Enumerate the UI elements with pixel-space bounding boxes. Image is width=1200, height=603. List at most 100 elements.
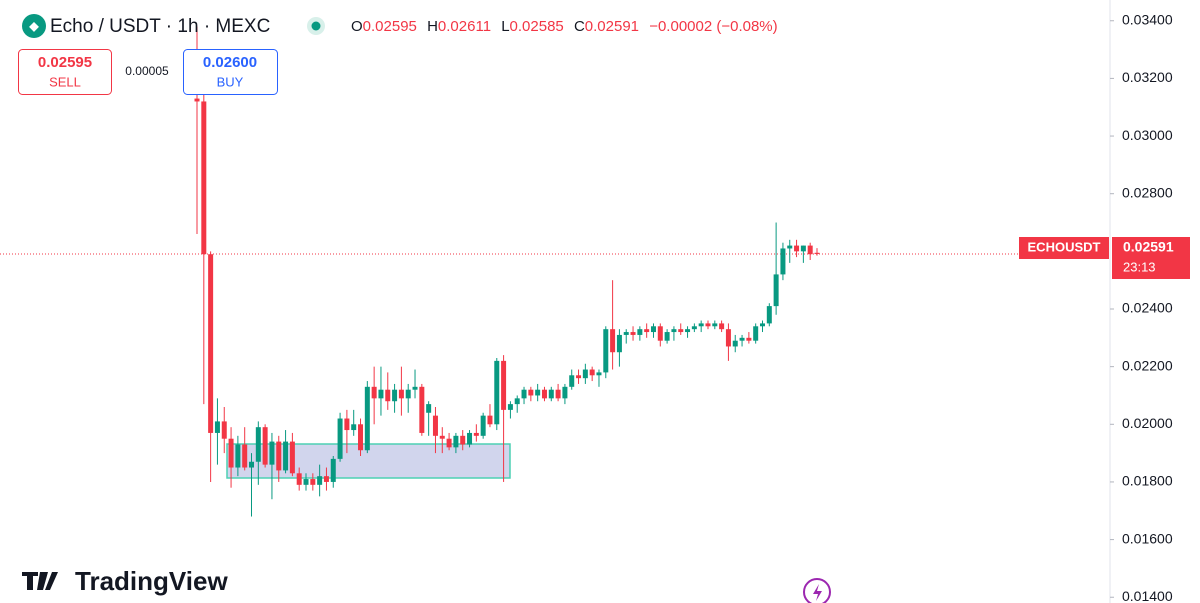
buy-price[interactable]: 0.02600 <box>203 54 257 71</box>
buy-label[interactable]: BUY <box>217 74 244 89</box>
candle-body <box>589 369 595 376</box>
coin-glyph: ◆ <box>28 19 39 33</box>
spread: 0.00005 <box>125 64 169 78</box>
candle-body <box>344 418 350 431</box>
bolt-glyph <box>813 584 822 601</box>
candle-body <box>528 389 534 396</box>
y-tick-label: 0.02200 <box>1122 357 1173 373</box>
candle-body <box>671 329 677 333</box>
candle-body <box>262 427 268 465</box>
candle-body <box>371 386 377 399</box>
candle-body <box>221 421 227 439</box>
bolt-icon[interactable] <box>803 578 831 603</box>
sell-label[interactable]: SELL <box>49 74 81 89</box>
candle-body <box>453 435 459 448</box>
tag-symbol-bg <box>1019 237 1109 259</box>
candle-body <box>548 389 554 399</box>
candle-body <box>637 329 643 335</box>
h-label: H <box>427 18 438 35</box>
y-tick-label: 0.02400 <box>1122 300 1173 316</box>
candle-body <box>773 274 779 307</box>
candle-body <box>725 329 731 347</box>
plot: 0.03400 0.03200 0.03000 0.02800 0.02400 0.022… <box>0 11 1173 603</box>
candle-body <box>378 389 384 399</box>
o-value: 0.02595 <box>363 18 417 35</box>
h-value: 0.02611 <box>438 18 491 35</box>
candle-body <box>657 326 663 341</box>
candle-body <box>337 418 343 459</box>
candle-body <box>283 441 289 471</box>
candle-body <box>582 369 588 379</box>
candle-body <box>303 479 309 485</box>
candle-body <box>787 245 793 249</box>
candle-body <box>296 473 302 485</box>
candle-body <box>759 323 765 327</box>
candle-body <box>208 254 214 433</box>
candle-body <box>794 245 800 252</box>
y-tick-label: 0.01400 <box>1122 588 1173 603</box>
candle-body <box>310 479 316 485</box>
c-value: 0.02591 <box>585 18 639 35</box>
candle-body <box>514 398 520 405</box>
candle-body <box>405 389 411 399</box>
candle-body <box>576 375 582 379</box>
status-dot <box>311 21 321 31</box>
candle-body <box>242 444 248 468</box>
c-label: C <box>574 18 585 35</box>
candle-body <box>644 329 650 333</box>
candle-body <box>419 386 425 433</box>
candle-body <box>780 248 786 275</box>
buy-button[interactable] <box>183 49 278 95</box>
candle-body <box>255 427 261 462</box>
candle-body <box>289 441 295 474</box>
candle-body <box>385 389 391 402</box>
candle-body <box>569 375 575 387</box>
candle-body <box>555 389 561 399</box>
candle-body <box>753 326 759 341</box>
y-tick-label: 0.01600 <box>1122 530 1173 546</box>
candle-body <box>323 476 329 482</box>
sell-button[interactable] <box>18 49 112 95</box>
candle-body <box>562 386 568 399</box>
y-tick-label: 0.03000 <box>1122 127 1173 143</box>
candle-body <box>610 329 616 353</box>
tag-countdown: 23:13 <box>1123 259 1156 274</box>
o-label: O <box>351 18 363 35</box>
candle-body <box>432 415 438 436</box>
candle-body <box>807 245 813 255</box>
candle-body <box>446 438 452 448</box>
candle-body <box>507 404 513 410</box>
sell-price[interactable]: 0.02595 <box>38 54 92 71</box>
candle-body <box>351 424 357 431</box>
tag-price-bg <box>1112 237 1190 279</box>
change: −0.00002 (−0.08%) <box>649 18 777 35</box>
candle-body <box>194 98 200 102</box>
candle-body <box>467 432 473 445</box>
brand: TradingView <box>75 566 228 596</box>
candle-body <box>364 386 370 451</box>
candle-body <box>494 360 500 425</box>
candle-body <box>358 424 364 451</box>
candle-body <box>766 306 772 324</box>
candle-body <box>698 323 704 327</box>
y-tick-label: 0.03400 <box>1122 11 1173 27</box>
candle-body <box>473 432 479 436</box>
y-tick-label: 0.03200 <box>1122 69 1173 85</box>
candle-body <box>249 461 255 468</box>
candle-body <box>685 329 691 333</box>
candle-body <box>426 404 432 413</box>
candle-body <box>228 438 234 468</box>
candle-body <box>487 415 493 425</box>
l-label: L <box>501 18 509 35</box>
tag-symbol: ECHOUSDT <box>1028 239 1101 254</box>
candle-body <box>201 101 207 255</box>
candle-body <box>732 340 738 347</box>
candle-body <box>746 337 752 341</box>
candle-body <box>392 389 398 402</box>
candle-body <box>596 372 602 376</box>
candle-body <box>235 444 241 468</box>
candle-body <box>678 329 684 333</box>
y-tick-label: 0.01800 <box>1122 473 1173 489</box>
